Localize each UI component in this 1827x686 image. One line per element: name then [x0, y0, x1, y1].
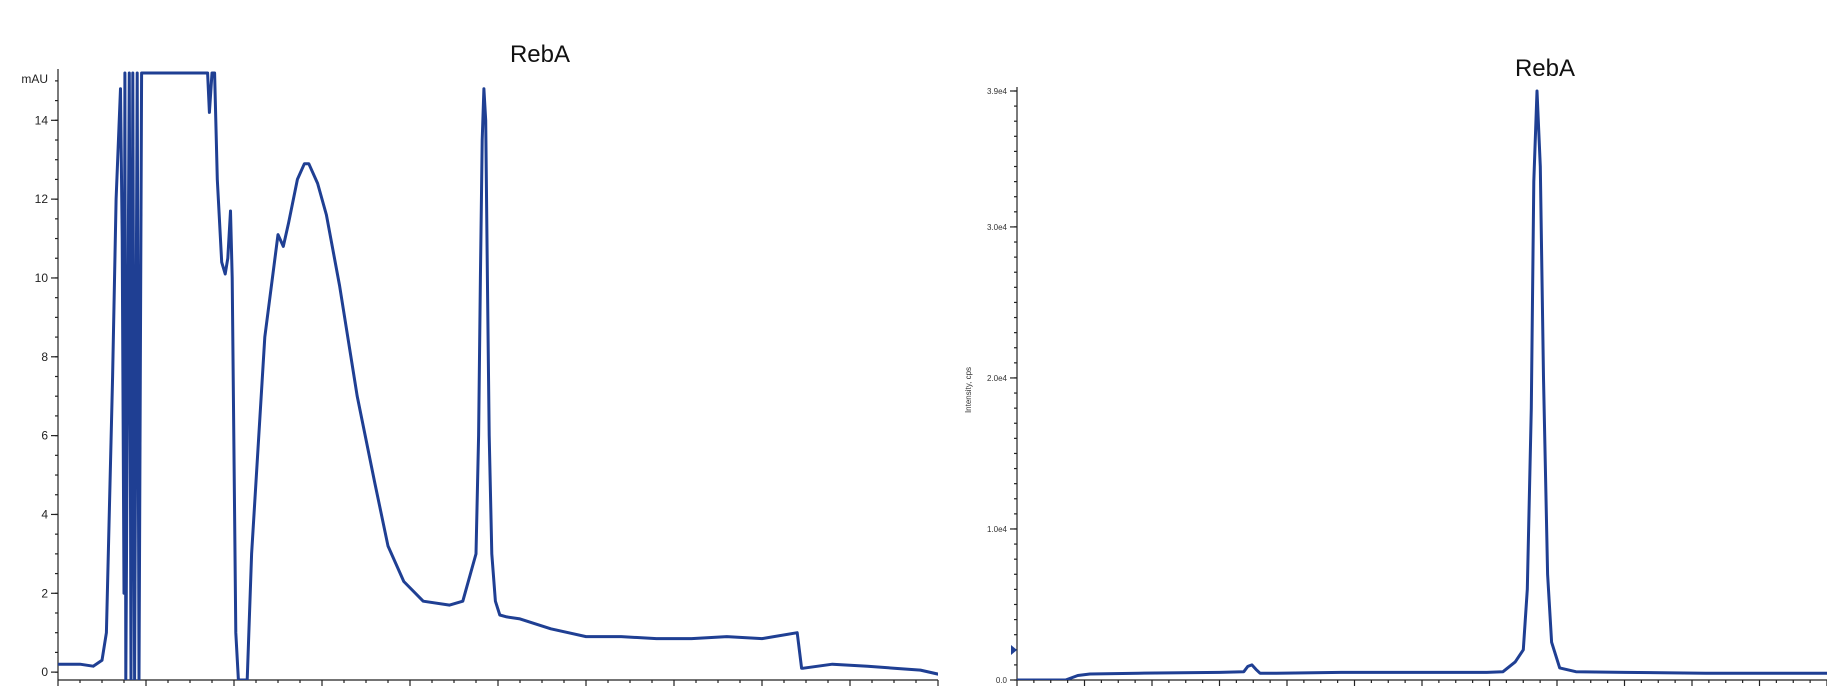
y-tick-label: 4 [41, 507, 48, 521]
series-line-0 [58, 71, 938, 680]
y-tick-label: 2.0e4 [987, 374, 1008, 383]
y-unit-label: mAU [21, 72, 48, 86]
y-tick-label: 14 [35, 113, 49, 127]
peak-annotation: RebA [510, 41, 570, 68]
y-tick-label: 10 [35, 271, 49, 285]
series-line-0 [1017, 89, 1827, 680]
y-tick-label: 2 [41, 586, 48, 600]
uv-chromatogram-panel: 0 2 4 6 8 10 12 14 mAU RebA [21, 41, 939, 686]
axis-marker-icon [1011, 645, 1017, 655]
y-tick-label: 0 [41, 665, 48, 679]
y-axis-label: Intensity, cps [964, 367, 973, 413]
y-tick-label: 3.0e4 [987, 223, 1008, 232]
y-tick-label: 8 [41, 350, 48, 364]
y-tick-label: 3.9e4 [987, 87, 1008, 96]
y-tick-label: 6 [41, 429, 48, 443]
y-tick-label: 0.0 [996, 676, 1008, 685]
peak-annotation: RebA [1515, 55, 1575, 82]
y-tick-label: 1.0e4 [987, 525, 1008, 534]
ms-chromatogram-panel: 0.0 1.0e4 2.0e4 3.0e4 3.9e4 Intensity, cps Reb… [964, 55, 1827, 686]
y-tick-label: 12 [35, 192, 49, 206]
